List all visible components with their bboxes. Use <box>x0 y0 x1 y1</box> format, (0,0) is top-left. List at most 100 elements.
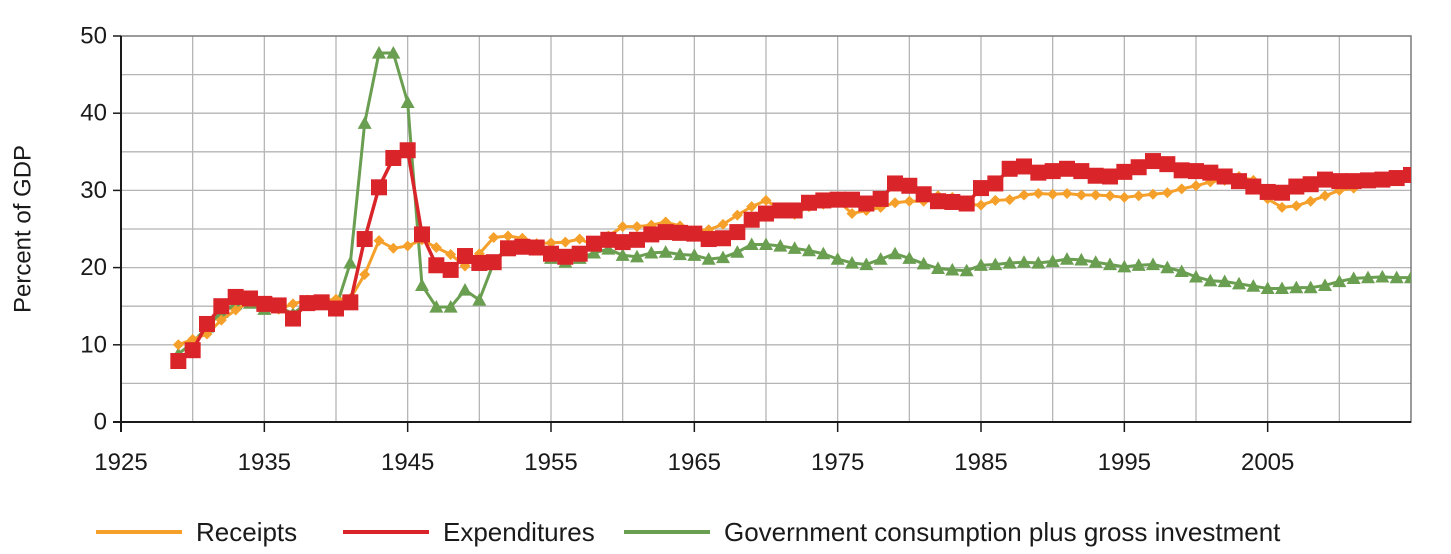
data-point <box>287 298 299 310</box>
data-point <box>1161 187 1173 199</box>
y-tick-label: 0 <box>94 409 107 436</box>
data-point <box>931 261 945 274</box>
data-point <box>371 179 387 196</box>
data-point <box>888 246 902 260</box>
data-point <box>1102 168 1118 185</box>
data-point <box>1116 163 1133 180</box>
data-point <box>458 282 472 296</box>
data-point <box>313 294 330 311</box>
data-point <box>270 297 287 314</box>
legend: Receipts Expenditures Government consumpti… <box>96 517 1281 547</box>
data-point <box>1160 260 1175 274</box>
data-point <box>1290 200 1302 212</box>
data-point <box>1030 164 1047 181</box>
data-point <box>1145 153 1161 170</box>
data-point <box>644 245 659 259</box>
data-point <box>1388 170 1405 187</box>
axes <box>113 35 1411 432</box>
data-point <box>1073 163 1090 180</box>
data-point <box>1331 173 1348 190</box>
x-tick-label: 1965 <box>668 449 721 476</box>
data-point <box>485 254 502 271</box>
data-point <box>1276 201 1288 213</box>
data-point <box>430 242 442 254</box>
data-point <box>615 248 630 261</box>
data-point <box>328 300 344 317</box>
data-point <box>773 238 788 252</box>
data-point <box>901 177 918 194</box>
data-point <box>170 353 187 370</box>
data-point <box>1245 178 1262 195</box>
data-point <box>457 248 473 265</box>
data-point <box>1173 162 1190 179</box>
data-point <box>1232 276 1246 290</box>
data-point <box>759 237 773 251</box>
data-point <box>586 235 602 252</box>
data-point <box>743 211 760 228</box>
data-point <box>1002 255 1017 269</box>
data-point <box>215 314 227 326</box>
data-point <box>801 194 817 211</box>
data-point <box>1087 167 1104 184</box>
data-point <box>1044 163 1061 180</box>
data-point <box>1159 156 1176 173</box>
data-point <box>213 298 230 315</box>
data-point <box>872 190 889 207</box>
data-point <box>571 245 588 262</box>
data-point <box>1147 188 1159 200</box>
data-point <box>1016 158 1032 175</box>
data-point <box>700 231 717 248</box>
data-point <box>472 293 487 306</box>
data-point <box>557 248 574 265</box>
data-point <box>1133 190 1145 202</box>
data-point <box>959 263 974 277</box>
data-point <box>1418 268 1432 281</box>
data-point <box>356 231 373 248</box>
data-point <box>760 194 772 206</box>
data-point <box>387 242 399 254</box>
data-point <box>1060 252 1074 265</box>
data-point <box>601 242 616 255</box>
data-point <box>172 339 184 351</box>
data-point <box>1032 187 1044 199</box>
data-point <box>845 255 859 269</box>
data-point <box>230 304 242 316</box>
data-point <box>744 237 759 251</box>
data-point <box>1117 259 1132 273</box>
data-point <box>1403 166 1411 183</box>
data-point <box>1001 160 1018 177</box>
data-point <box>1189 269 1203 283</box>
data-point <box>1345 173 1362 190</box>
x-axis-tick-labels: 1925 1935 1945 1955 1965 1975 1985 1995 2005 <box>94 449 1294 476</box>
data-point <box>1288 178 1305 195</box>
data-point <box>574 233 586 245</box>
data-point <box>686 225 703 242</box>
data-point <box>903 195 915 207</box>
data-point <box>415 278 429 291</box>
legend-item: Receipts <box>96 517 297 547</box>
data-point <box>1275 281 1289 295</box>
data-point <box>385 149 402 166</box>
data-point <box>402 240 414 252</box>
data-point <box>643 226 660 243</box>
data-point <box>816 246 831 260</box>
data-point <box>715 230 731 247</box>
data-point <box>730 245 745 258</box>
y-axis-title: Percent of GDP <box>10 145 37 313</box>
data-point <box>786 202 803 219</box>
x-tick-label: 2005 <box>1241 449 1294 476</box>
data-point <box>199 315 215 332</box>
data-point <box>342 294 359 311</box>
data-point <box>717 218 729 230</box>
data-point <box>701 252 716 265</box>
data-point <box>958 195 975 212</box>
data-point <box>559 236 571 248</box>
data-point <box>1088 255 1103 268</box>
data-point <box>1404 270 1411 284</box>
data-point <box>758 205 774 222</box>
data-point <box>471 254 488 271</box>
data-point <box>343 255 358 269</box>
data-point <box>859 257 874 271</box>
data-point <box>473 248 485 260</box>
data-point <box>1203 273 1218 287</box>
